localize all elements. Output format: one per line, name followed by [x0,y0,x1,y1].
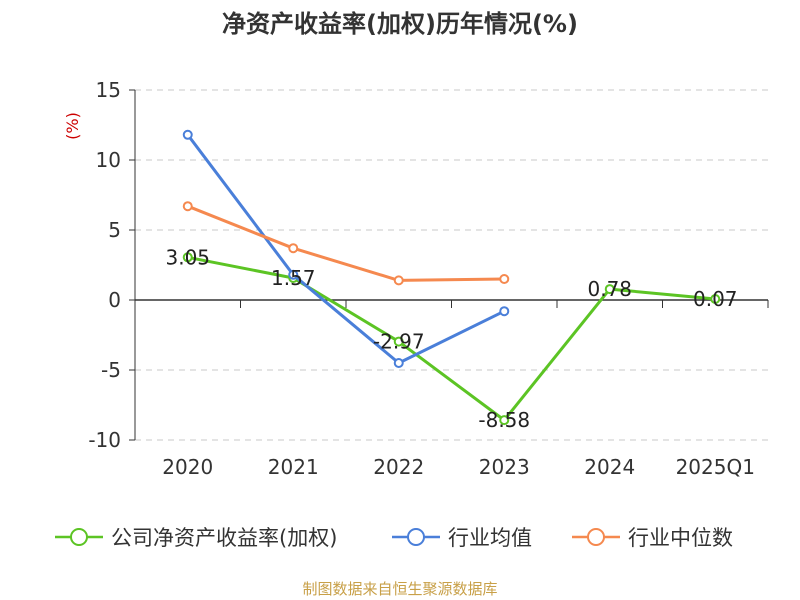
data-label: 0.78 [587,277,632,301]
x-tick-label: 2024 [584,455,635,479]
legend-label: 行业中位数 [628,526,733,550]
x-tick-label: 2020 [162,455,213,479]
data-point [499,415,510,426]
x-tick-label: 2023 [479,455,530,479]
data-label: 1.57 [271,266,316,290]
data-point [288,243,299,254]
data-point [182,252,193,263]
data-label: 3.05 [165,245,210,269]
y-tick-label: -10 [88,428,121,452]
data-point [499,274,510,284]
y-tick-label: 0 [108,288,121,312]
data-point [710,294,721,305]
legend-item-1: 行业均值 [392,526,532,550]
legend-marker [70,528,88,546]
data-point [182,201,193,212]
series-line-0 [187,255,716,422]
y-tick-label: 5 [108,218,121,242]
x-tick-label: 2022 [373,455,424,479]
data-label: -8.58 [478,408,530,432]
legend: 公司净资产收益率(加权) 行业均值 行业中位数 [55,526,733,550]
data-labels: 3.05 1.57 -2.97 -8.58 0.78 0.07 [165,245,737,432]
series-line-2 [187,204,505,282]
legend-item-0: 公司净资产收益率(加权) [55,526,337,550]
y-axis-title: (%) [63,112,82,140]
data-point [393,358,404,368]
legend-label: 行业均值 [448,526,532,550]
data-label: -2.97 [373,330,425,354]
data-point [499,306,510,317]
data-point [393,275,404,286]
chart-title: 净资产收益率(加权)历年情况(%) [222,10,578,38]
source-note: 制图数据来自恒生聚源数据库 [302,580,498,598]
y-tick-label: 10 [96,148,121,172]
data-point [182,129,193,140]
y-tick-label: 15 [96,78,121,102]
data-point [393,336,404,347]
series-line-1 [186,133,505,365]
legend-marker [407,528,425,546]
data-point [288,269,299,280]
data-point [604,284,615,295]
axes: 15 10 5 0 -5 -10 2020 2021 2022 2023 2024 2025Q1 [88,78,769,479]
legend-item-2: 行业中位数 [572,526,733,550]
series-lines [182,129,721,426]
legend-label: 公司净资产收益率(加权) [111,526,337,550]
x-tick-label: 2025Q1 [676,455,755,479]
y-tick-label: -5 [101,358,121,382]
legend-marker [587,528,605,546]
data-label: 0.07 [693,287,738,311]
x-tick-label: 2021 [268,455,319,479]
